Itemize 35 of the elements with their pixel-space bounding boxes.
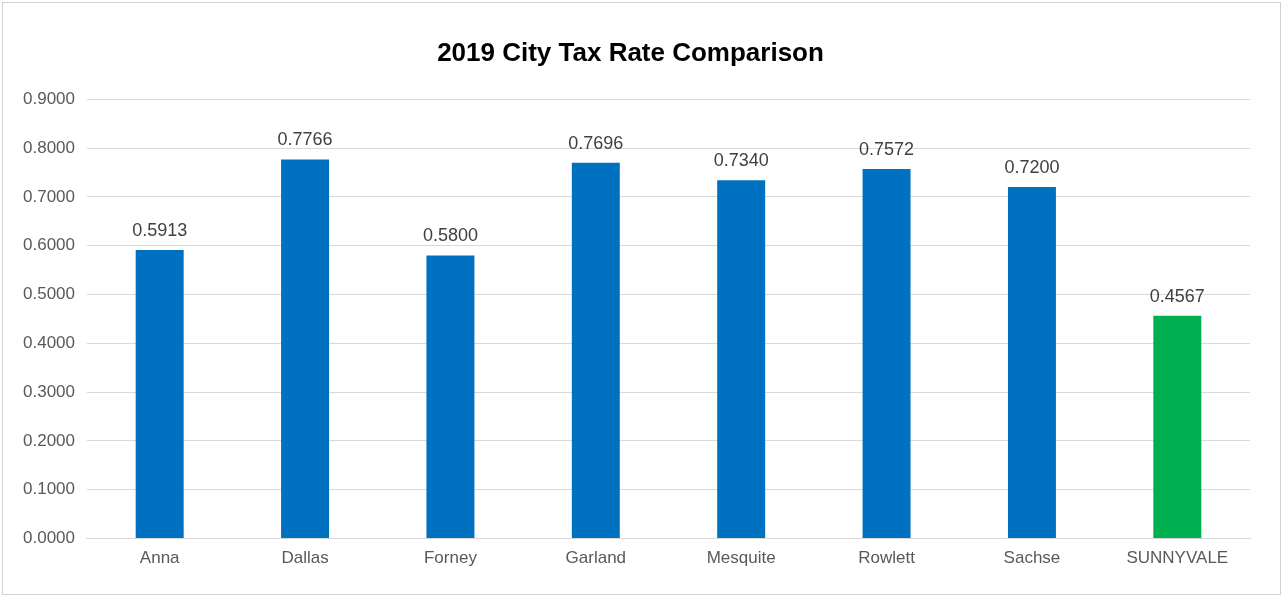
data-label: 0.7340 bbox=[713, 150, 769, 171]
bar bbox=[135, 249, 184, 539]
y-tick-label: 0.0000 bbox=[23, 528, 75, 548]
data-label: 0.4567 bbox=[1149, 285, 1205, 306]
bar bbox=[426, 255, 475, 539]
x-tick-label: Garland bbox=[565, 548, 627, 568]
y-tick-label: 0.4000 bbox=[23, 333, 75, 352]
bar bbox=[862, 168, 911, 539]
x-tick-label: Forney bbox=[423, 548, 478, 568]
y-tick-label: 0.1000 bbox=[23, 479, 75, 499]
y-tick-label: 0.2000 bbox=[23, 430, 75, 450]
y-tick-label: 0.3000 bbox=[23, 381, 75, 401]
x-tick-label: Dallas bbox=[281, 548, 329, 568]
x-tick-label: Rowlett bbox=[858, 548, 916, 568]
y-tick-label: 0.6000 bbox=[23, 235, 75, 255]
data-label: 0.7200 bbox=[1004, 157, 1060, 178]
y-tick-label: 0.7000 bbox=[23, 186, 75, 206]
x-tick-label: Sachse bbox=[1003, 548, 1061, 568]
data-label: 0.5913 bbox=[132, 219, 188, 240]
data-label: 0.7766 bbox=[277, 129, 333, 150]
bar bbox=[571, 162, 620, 539]
x-tick-label: Anna bbox=[139, 548, 181, 568]
bar bbox=[1153, 315, 1202, 539]
x-tick-label: SUNNYVALE bbox=[1126, 548, 1229, 568]
bar bbox=[281, 159, 330, 539]
data-label: 0.5800 bbox=[422, 225, 478, 246]
y-tick-label: 0.9000 bbox=[23, 88, 75, 108]
x-tick-label: Mesquite bbox=[706, 548, 776, 568]
bar bbox=[1007, 187, 1056, 539]
y-tick-label: 0.8000 bbox=[23, 137, 75, 157]
y-tick-label: 0.5000 bbox=[23, 284, 75, 304]
data-label: 0.7696 bbox=[568, 132, 624, 153]
bar bbox=[717, 180, 766, 539]
chart-title: 2019 City Tax Rate Comparison bbox=[437, 36, 824, 67]
data-label: 0.7572 bbox=[859, 138, 915, 159]
